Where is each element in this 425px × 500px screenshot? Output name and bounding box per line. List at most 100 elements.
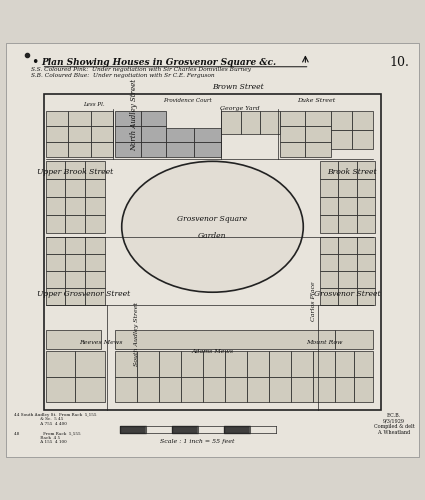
Bar [46, 110, 68, 126]
Text: Mount Row: Mount Row [306, 340, 343, 345]
Bar [320, 254, 338, 271]
Bar [320, 162, 338, 180]
Text: Brown Street: Brown Street [212, 84, 264, 92]
Bar [203, 376, 225, 402]
Text: Scale : 1 inch = 55 feet: Scale : 1 inch = 55 feet [161, 439, 235, 444]
Bar [46, 180, 65, 197]
Bar [338, 215, 357, 233]
Bar [320, 288, 338, 305]
Bar [46, 238, 65, 254]
Text: Duke Street: Duke Street [297, 98, 335, 102]
Bar [46, 162, 65, 180]
Bar [313, 352, 335, 376]
Text: South Audley Street: South Audley Street [134, 302, 139, 366]
Bar [116, 142, 141, 157]
Bar [141, 110, 166, 126]
Text: Brook Street: Brook Street [327, 168, 377, 176]
Bar [181, 352, 203, 376]
Bar [338, 180, 357, 197]
Bar [357, 238, 375, 254]
Bar [247, 352, 269, 376]
Bar [331, 110, 352, 130]
Bar [280, 110, 306, 126]
Bar [159, 352, 181, 376]
Bar [65, 197, 85, 215]
Text: Grosvenor Street: Grosvenor Street [314, 290, 381, 298]
Bar [352, 110, 373, 130]
Bar [357, 215, 375, 233]
Text: Adams Mews: Adams Mews [191, 349, 234, 354]
Bar [85, 238, 105, 254]
Bar [357, 271, 375, 288]
Bar [357, 180, 375, 197]
Bar [68, 126, 91, 142]
Bar [320, 215, 338, 233]
Bar [338, 271, 357, 288]
Text: Carlos Place: Carlos Place [312, 281, 316, 320]
Text: •: • [31, 56, 38, 68]
Bar [269, 376, 291, 402]
Bar [247, 376, 269, 402]
Bar [85, 288, 105, 305]
Bar [85, 180, 105, 197]
Bar [225, 352, 247, 376]
Bar [225, 376, 247, 402]
Bar [159, 376, 181, 402]
Bar [85, 162, 105, 180]
Text: George Yard: George Yard [220, 106, 260, 111]
Text: North Audley Street: North Audley Street [130, 79, 139, 151]
Bar [354, 352, 373, 376]
Bar [91, 142, 113, 157]
Text: Less Pl.: Less Pl. [83, 102, 105, 107]
Text: Upper Grosvenor Street: Upper Grosvenor Street [37, 290, 130, 298]
Bar [203, 352, 225, 376]
Bar [354, 376, 373, 402]
Bar [65, 288, 85, 305]
Bar [320, 271, 338, 288]
Bar [116, 376, 137, 402]
Bar [141, 142, 166, 157]
Bar [46, 352, 75, 376]
Bar [116, 126, 141, 142]
Bar [306, 126, 331, 142]
Bar [46, 197, 65, 215]
Bar [261, 110, 280, 134]
Bar [357, 288, 375, 305]
Bar [306, 142, 331, 157]
Bar [137, 352, 159, 376]
Bar [357, 197, 375, 215]
Bar [357, 162, 375, 180]
Bar [85, 215, 105, 233]
Bar [116, 352, 137, 376]
Bar [357, 254, 375, 271]
Bar [320, 180, 338, 197]
Ellipse shape [122, 162, 303, 292]
Bar [181, 376, 203, 402]
Bar [46, 142, 68, 157]
Bar [91, 110, 113, 126]
Text: Plan Showing Houses in Grosvenor Square &c.: Plan Showing Houses in Grosvenor Square … [42, 58, 277, 66]
Bar [46, 376, 75, 402]
Bar [91, 126, 113, 142]
Bar [280, 142, 306, 157]
Bar [320, 197, 338, 215]
Bar [335, 376, 354, 402]
Bar [269, 352, 291, 376]
Bar [65, 162, 85, 180]
Text: Providence Court: Providence Court [163, 98, 212, 102]
Text: F.C.B.
9/3/1929
Compiled & delt
A. Wheatland: F.C.B. 9/3/1929 Compiled & delt A. Wheat… [374, 412, 414, 435]
Text: 44 South Audley St.  From Rack  5,155
                     & Sc.  5 45
         : 44 South Audley St. From Rack 5,155 & Sc… [14, 412, 96, 444]
Bar [338, 254, 357, 271]
Bar [291, 352, 313, 376]
Bar [137, 376, 159, 402]
Text: Upper Brook Street: Upper Brook Street [37, 168, 113, 176]
Bar [75, 376, 105, 402]
Bar [65, 254, 85, 271]
Bar [193, 142, 221, 157]
Bar [338, 238, 357, 254]
Bar [65, 180, 85, 197]
Bar [46, 215, 65, 233]
Bar [46, 330, 101, 349]
Bar [85, 197, 105, 215]
Bar [85, 271, 105, 288]
